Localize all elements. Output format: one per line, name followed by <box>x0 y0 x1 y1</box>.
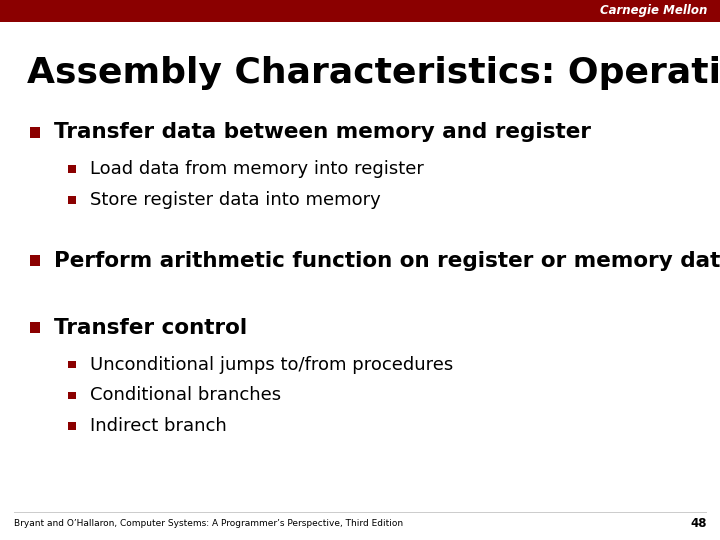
Bar <box>30 322 40 333</box>
Text: Unconditional jumps to/from procedures: Unconditional jumps to/from procedures <box>90 355 454 374</box>
Text: Transfer control: Transfer control <box>54 318 247 338</box>
Text: Carnegie Mellon: Carnegie Mellon <box>600 4 707 17</box>
Bar <box>68 422 76 430</box>
Text: Indirect branch: Indirect branch <box>90 417 227 435</box>
Text: Load data from memory into register: Load data from memory into register <box>90 160 424 178</box>
Bar <box>30 127 40 138</box>
Bar <box>0 0 720 22</box>
Text: Store register data into memory: Store register data into memory <box>90 191 381 209</box>
Text: Assembly Characteristics: Operations: Assembly Characteristics: Operations <box>27 56 720 90</box>
Bar <box>68 196 76 204</box>
Text: Conditional branches: Conditional branches <box>90 386 281 404</box>
Text: Perform arithmetic function on register or memory data: Perform arithmetic function on register … <box>54 251 720 271</box>
Bar <box>68 361 76 368</box>
Bar <box>68 392 76 399</box>
Text: Transfer data between memory and register: Transfer data between memory and registe… <box>54 122 591 143</box>
Bar <box>68 165 76 173</box>
Bar <box>30 255 40 266</box>
Text: Bryant and O’Hallaron, Computer Systems: A Programmer’s Perspective, Third Editi: Bryant and O’Hallaron, Computer Systems:… <box>14 519 403 528</box>
Text: 48: 48 <box>690 517 707 530</box>
